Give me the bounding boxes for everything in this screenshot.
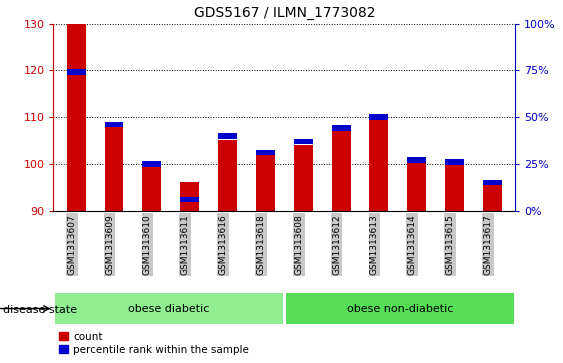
Text: disease state: disease state [3,305,77,315]
Text: GSM1313615: GSM1313615 [445,214,454,275]
Bar [142,161,162,167]
Text: GSM1313608: GSM1313608 [294,214,303,275]
Text: GSM1313611: GSM1313611 [181,214,190,275]
Bar [332,126,351,131]
Bar [369,117,388,211]
Text: GSM1313613: GSM1313613 [370,214,379,275]
Bar [218,133,237,139]
Bar [445,159,464,211]
Text: GSM1313607: GSM1313607 [67,214,76,275]
Text: GSM1313612: GSM1313612 [332,214,341,275]
Text: obese non-diabetic: obese non-diabetic [347,303,453,314]
Bar [294,139,312,144]
Bar [67,24,86,211]
Bar [407,157,426,163]
Title: GDS5167 / ILMN_1773082: GDS5167 / ILMN_1773082 [194,6,375,20]
FancyBboxPatch shape [55,293,283,324]
Text: GSM1313610: GSM1313610 [143,214,152,275]
Text: GSM1313609: GSM1313609 [105,214,114,275]
Bar [483,180,502,185]
Bar [67,69,86,75]
Bar [256,155,275,211]
Bar [105,122,123,127]
Text: GSM1313616: GSM1313616 [218,214,227,275]
Bar [256,150,275,155]
Bar [445,159,464,165]
Text: GSM1313614: GSM1313614 [408,214,417,275]
FancyBboxPatch shape [286,293,513,324]
Bar [180,196,199,202]
Bar [180,183,199,211]
Bar [218,140,237,211]
Bar [407,159,426,211]
Legend: count, percentile rank within the sample: count, percentile rank within the sample [59,332,249,355]
Text: GSM1313617: GSM1313617 [484,214,493,275]
Bar [105,126,123,211]
Bar [369,114,388,120]
Bar [483,183,502,211]
Text: obese diabetic: obese diabetic [128,303,209,314]
Bar [294,145,312,211]
Bar [332,131,351,211]
Bar [142,164,162,211]
Text: GSM1313618: GSM1313618 [256,214,265,275]
